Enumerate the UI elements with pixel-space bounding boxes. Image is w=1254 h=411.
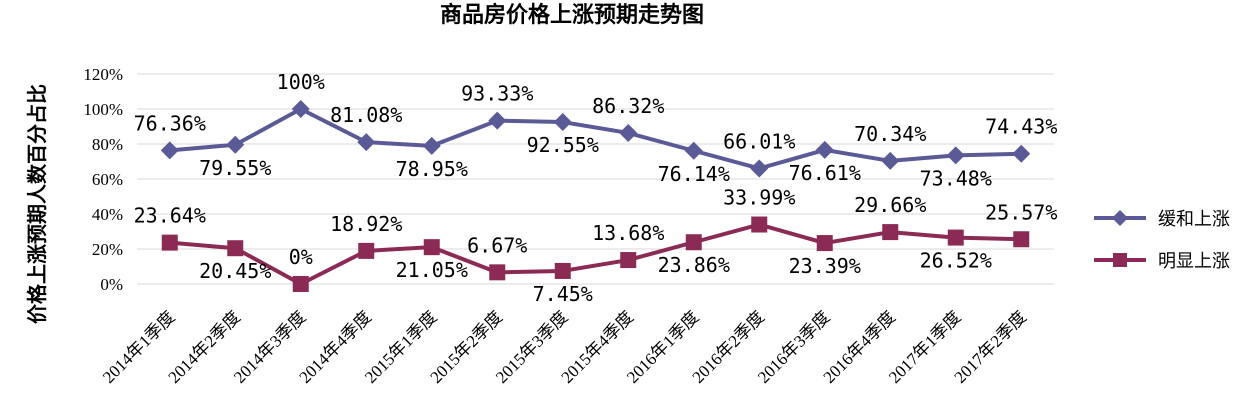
data-label: 13.68% [592, 221, 664, 245]
data-label: 20.45% [199, 259, 271, 283]
y-tick-label: 40% [92, 205, 123, 224]
data-point-marker [881, 151, 900, 170]
data-label: 33.99% [723, 186, 795, 210]
data-label: 0% [289, 245, 313, 269]
data-label: 93.33% [461, 82, 533, 106]
y-tick-label: 80% [92, 135, 123, 154]
data-point-marker [358, 242, 375, 259]
series-layer [160, 100, 1031, 292]
y-axis-label: 价格上涨预期人数百分占比 [25, 84, 49, 324]
data-point-marker [227, 240, 244, 257]
x-axis-ticks: 2014年1季度2014年2季度2014年3季度2014年4季度2015年1季度… [99, 307, 1030, 387]
data-label: 29.66% [854, 193, 926, 217]
data-label: 25.57% [985, 200, 1057, 224]
data-label: 78.95% [396, 157, 468, 181]
data-label: 7.45% [533, 282, 593, 306]
data-label: 73.48% [920, 166, 992, 190]
data-point-marker [554, 262, 571, 279]
data-label: 76.61% [789, 161, 861, 185]
data-point-marker [226, 135, 245, 154]
data-point-marker [553, 113, 572, 132]
data-point-marker [751, 216, 768, 233]
gridlines [137, 73, 1054, 285]
data-label: 86.32% [592, 94, 664, 118]
y-tick-label: 100% [83, 100, 123, 119]
data-point-marker [816, 235, 833, 252]
data-point-marker [161, 234, 178, 251]
y-tick-label: 0% [100, 275, 123, 294]
legend-entry-label: 缓和上涨 [1158, 209, 1230, 230]
data-label: 81.08% [330, 103, 402, 127]
y-tick-label: 20% [92, 240, 123, 259]
data-point-marker [423, 239, 440, 256]
data-point-marker [1012, 144, 1031, 163]
data-point-marker [750, 159, 769, 178]
legend-entry-label: 明显上涨 [1158, 251, 1230, 272]
data-label: 100% [277, 70, 325, 94]
y-tick-label: 120% [83, 65, 123, 84]
data-labels-layer: 76.36% 79.55% 100%81.08% 78.95% 93.33% 92.55%… [134, 70, 1058, 306]
data-label: 70.34% [854, 122, 926, 146]
data-point-marker [684, 141, 703, 160]
data-label: 23.86% [658, 253, 730, 277]
data-point-marker [947, 229, 964, 246]
data-point-marker [422, 136, 441, 155]
series-line [169, 222, 1022, 286]
data-point-marker [619, 123, 638, 142]
data-label: 6.67% [467, 233, 527, 257]
data-label: 79.55% [199, 156, 271, 180]
data-label: 23.39% [789, 254, 861, 278]
data-point-marker [160, 141, 179, 160]
data-point-marker [882, 224, 899, 241]
series-line [169, 107, 1022, 171]
data-label: 18.92% [330, 212, 402, 236]
y-axis-ticks: 0% 20% 40% 60% 80% 100% 120% [83, 65, 123, 294]
legend-marker [1113, 253, 1127, 267]
data-label: 76.14% [658, 162, 730, 186]
chart-title: 商品房价格上涨预期走势图 [440, 2, 704, 28]
data-point-marker [489, 264, 506, 281]
data-point-marker [946, 146, 965, 165]
data-point-marker [488, 111, 507, 130]
data-point-marker [685, 234, 702, 251]
data-label: 74.43% [985, 115, 1057, 139]
data-label: 76.36% [134, 111, 206, 135]
data-point-marker [292, 276, 309, 292]
y-tick-label: 60% [92, 170, 123, 189]
data-point-marker [291, 100, 310, 118]
data-label: 23.64% [134, 204, 206, 228]
legend-marker [1112, 210, 1128, 226]
data-point-marker [1013, 231, 1030, 248]
data-point-marker [620, 252, 637, 269]
data-label: 66.01% [723, 129, 795, 153]
data-point-marker [357, 133, 376, 152]
data-label: 21.05% [396, 258, 468, 282]
data-label: 26.52% [920, 249, 992, 273]
data-label: 92.55% [527, 133, 599, 157]
data-point-marker [815, 140, 834, 159]
